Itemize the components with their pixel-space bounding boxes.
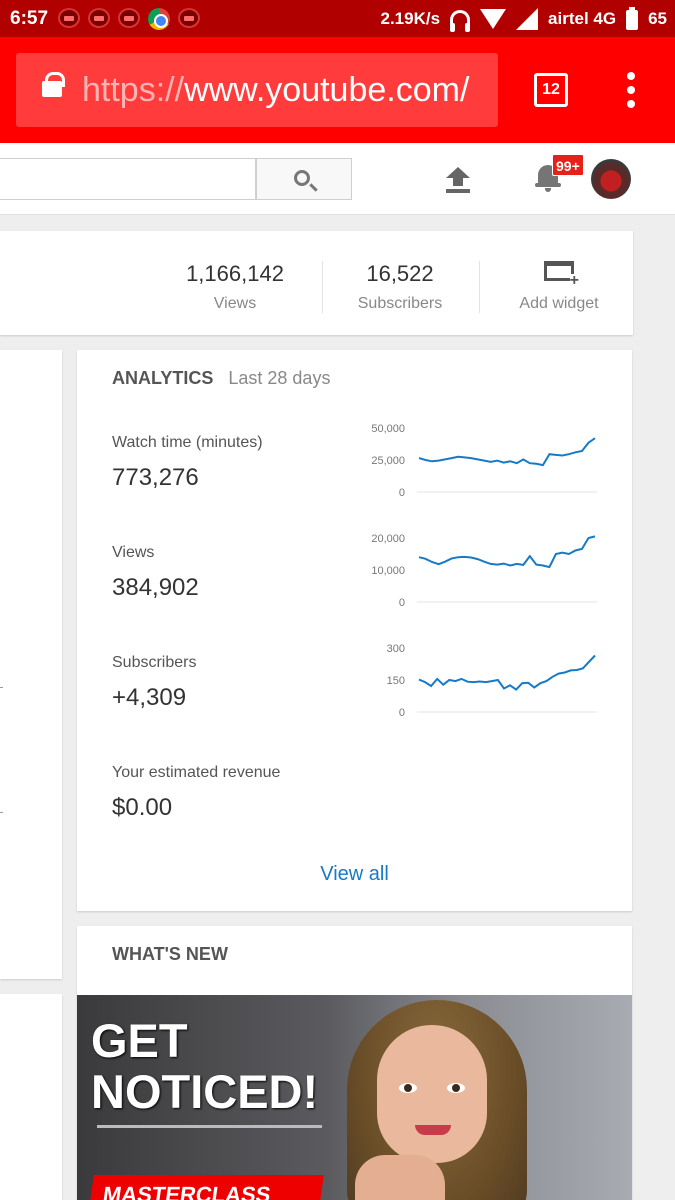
views-metric: Views 384,902 <box>112 544 199 602</box>
subscribers-metric: Subscribers +4,309 <box>112 654 196 712</box>
browser-toolbar: https://www.youtube.com/ 12 <box>0 37 675 143</box>
battery-icon <box>626 6 639 30</box>
search-button[interactable] <box>256 158 352 200</box>
stat-divider <box>479 261 480 313</box>
youtube-notification-icon <box>58 8 80 28</box>
left-card-mark <box>0 687 3 688</box>
left-card-partial <box>0 350 62 979</box>
left-card-mark <box>0 812 3 813</box>
status-indicators: 2.19K/s airtel 4G 65 <box>380 6 667 32</box>
sparkline-tick-label: 25,000 <box>371 455 405 467</box>
views-stat: 1,166,142 Views <box>160 261 310 313</box>
promo-thumbnail[interactable]: GET NOTICED! MASTERCLASS <box>77 995 632 1200</box>
status-bar: 6:57 2.19K/s airtel 4G 65 <box>0 0 675 37</box>
notification-badge: 99+ <box>552 154 584 176</box>
analytics-card: ANALYTICS Last 28 days Watch time (minut… <box>77 350 632 911</box>
tab-switcher-button[interactable]: 12 <box>534 73 568 107</box>
promo-divider <box>97 1125 322 1128</box>
promo-line-2: NOTICED! <box>91 1065 319 1118</box>
add-widget-button[interactable]: Add widget <box>484 261 634 313</box>
left-card-partial <box>0 994 62 1200</box>
overflow-menu-icon[interactable] <box>626 72 636 108</box>
sparkline-series-line <box>418 437 596 467</box>
views-value: 1,166,142 <box>186 261 284 286</box>
youtube-notification-icon <box>88 8 110 28</box>
address-bar[interactable]: https://www.youtube.com/ <box>16 53 498 127</box>
metric-label: Subscribers <box>112 654 197 671</box>
promo-line-1: GET <box>91 1014 188 1067</box>
url-scheme: https:// <box>82 71 185 109</box>
metric-label: Views <box>112 544 155 561</box>
sparkline-series-line <box>418 535 596 569</box>
network-speed: 2.19K/s <box>380 9 441 28</box>
whats-new-card: WHAT'S NEW GET NOTICED! MASTERCLASS <box>77 926 632 1200</box>
youtube-notification-icon <box>178 8 200 28</box>
sparkline-tick-label: 300 <box>387 643 405 655</box>
views-sparkline: 20,000 10,000 0 <box>371 533 597 609</box>
watch-time-metric: Watch time (minutes) 773,276 <box>112 434 263 492</box>
upload-icon[interactable] <box>446 167 470 193</box>
sparkline-tick-label: 0 <box>399 487 405 499</box>
whats-new-title: WHAT'S NEW <box>112 944 228 964</box>
views-label: Views <box>213 295 257 312</box>
watch-time-sparkline: 50,000 25,000 0 <box>371 423 597 499</box>
carrier-name: airtel 4G <box>548 9 617 28</box>
status-time: 6:57 <box>10 8 49 29</box>
youtube-header: 99+ <box>0 143 675 215</box>
signal-icon <box>516 8 539 30</box>
promo-headline: GET NOTICED! <box>91 1015 318 1117</box>
sparkline-tick-label: 150 <box>387 675 405 687</box>
sparkline-tick-label: 0 <box>399 597 405 609</box>
metric-label: Watch time (minutes) <box>112 434 263 451</box>
view-all-link[interactable]: View all <box>320 863 389 885</box>
chrome-notification-icon <box>148 8 170 30</box>
wifi-icon <box>480 9 507 29</box>
search-icon <box>294 170 310 186</box>
subscribers-value: 16,522 <box>366 261 434 286</box>
sparkline-tick-label: 50,000 <box>371 423 405 435</box>
battery-level: 65 <box>648 9 667 28</box>
add-widget-icon <box>544 261 579 288</box>
headphones-icon <box>450 10 471 32</box>
sparkline-tick-label: 10,000 <box>371 565 405 577</box>
add-widget-label: Add widget <box>519 295 599 312</box>
presenter-image <box>335 995 575 1200</box>
subscribers-label: Subscribers <box>357 295 443 312</box>
url-text: https://www.youtube.com/ <box>82 71 469 110</box>
metric-value: $0.00 <box>112 794 173 821</box>
metric-label: Your estimated revenue <box>112 764 281 781</box>
url-host: www.youtube.com/ <box>184 71 470 109</box>
lock-icon <box>42 72 65 97</box>
revenue-metric: Your estimated revenue $0.00 <box>112 764 280 822</box>
metric-value: 384,902 <box>112 574 199 601</box>
subscribers-sparkline: 300 150 0 <box>387 643 597 719</box>
analytics-header: ANALYTICS Last 28 days <box>112 368 330 389</box>
sparkline-tick-label: 20,000 <box>371 533 405 545</box>
avatar[interactable] <box>591 159 631 199</box>
sparkline-series-line <box>418 654 596 691</box>
analytics-period: Last 28 days <box>228 368 331 388</box>
channel-stats-card: 1,166,142 Views 16,522 Subscribers Add w… <box>0 231 633 335</box>
notification-icons <box>58 8 200 30</box>
metric-value: 773,276 <box>112 464 199 491</box>
search-input[interactable] <box>0 158 256 200</box>
youtube-notification-icon <box>118 8 140 28</box>
subscribers-stat: 16,522 Subscribers <box>325 261 475 313</box>
stat-divider <box>322 261 323 313</box>
metric-value: +4,309 <box>112 684 187 711</box>
analytics-title: ANALYTICS <box>112 368 214 388</box>
sparkline-tick-label: 0 <box>399 707 405 719</box>
promo-banner: MASTERCLASS <box>88 1175 324 1200</box>
